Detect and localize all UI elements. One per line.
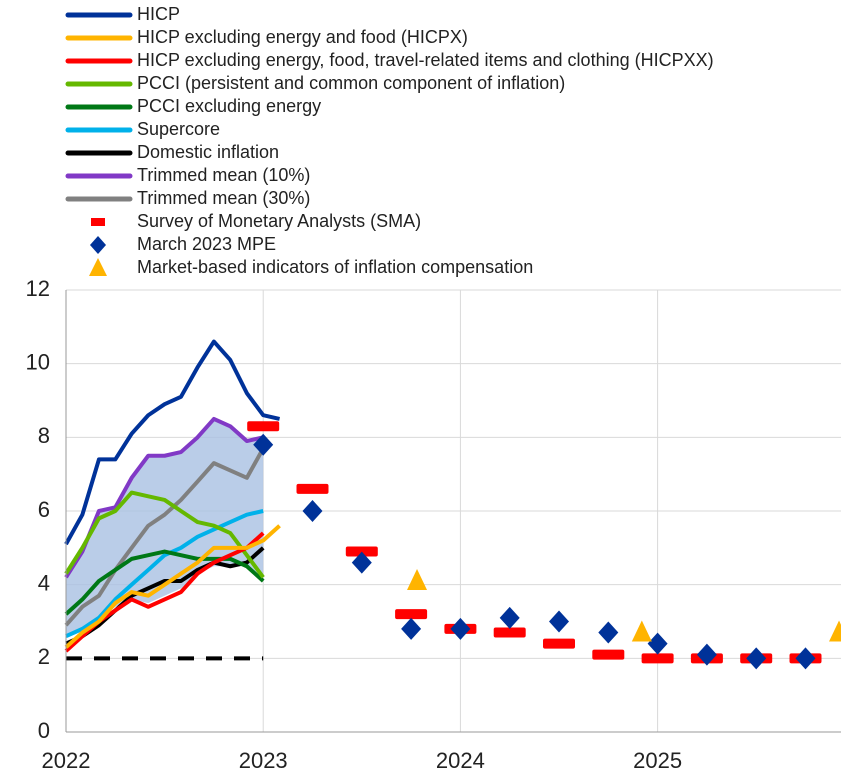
market-marker [829, 620, 841, 642]
mpe-marker [647, 632, 668, 655]
x-tick-label: 2025 [633, 748, 682, 773]
sma-marker [493, 627, 526, 638]
legend-swatch [89, 258, 107, 276]
mpe-marker [549, 610, 570, 633]
legend-label: March 2023 MPE [137, 234, 276, 254]
legend-label: Domestic inflation [137, 142, 279, 162]
legend-label: HICP [137, 4, 180, 24]
y-tick-label: 12 [26, 276, 50, 301]
sma-marker [543, 638, 576, 649]
series-line [65, 509, 264, 639]
sma-marker [592, 649, 625, 660]
y-tick-label: 8 [38, 423, 50, 448]
sma-marker [296, 483, 329, 494]
plot-area [64, 339, 841, 670]
mpe-marker [302, 500, 323, 522]
mpe-marker [598, 621, 619, 644]
y-tick-label: 2 [38, 644, 50, 669]
tick-labels: 0 2 4 6 8 10 12 2022 2023 2024 2025 [26, 276, 683, 773]
mpe-marker [696, 643, 717, 666]
mpe-marker [351, 551, 372, 574]
series-line [65, 546, 265, 646]
series-line [64, 490, 265, 579]
mpe-marker [401, 617, 422, 640]
market-marker [407, 568, 428, 590]
series-line [64, 339, 281, 546]
series-line [64, 447, 265, 627]
y-tick-label: 10 [26, 349, 50, 374]
sma-marker [641, 653, 674, 664]
legend-label: HICP excluding energy, food, travel-rela… [137, 50, 714, 70]
legend-label: PCCI (persistent and common component of… [137, 73, 565, 93]
legend-label: PCCI excluding energy [137, 96, 321, 116]
market-marker [631, 620, 652, 642]
y-tick-label: 6 [38, 497, 50, 522]
x-tick-label: 2022 [42, 748, 91, 773]
legend-label: Supercore [137, 119, 220, 139]
series-line [64, 524, 281, 649]
legend-label: Trimmed mean (30%) [137, 188, 310, 208]
legend-label: HICP excluding energy and food (HICPX) [137, 27, 468, 47]
legend-swatch [91, 218, 105, 226]
y-tick-label: 4 [38, 570, 50, 595]
mpe-marker [499, 606, 520, 629]
legend-label: Market-based indicators of inflation com… [137, 257, 533, 277]
sma-marker [395, 609, 428, 620]
x-tick-label: 2023 [239, 748, 288, 773]
legend-label: Trimmed mean (10%) [137, 165, 310, 185]
mpe-marker [746, 647, 767, 670]
sma-marker [247, 421, 280, 432]
legend-swatch [90, 236, 106, 254]
y-tick-label: 0 [38, 718, 50, 743]
mpe-marker [795, 647, 816, 670]
x-tick-label: 2024 [436, 748, 485, 773]
mpe-marker [450, 617, 471, 640]
mpe-marker [253, 433, 274, 456]
range-band [66, 418, 264, 637]
sma-marker [345, 546, 378, 557]
legend-label: Survey of Monetary Analysts (SMA) [137, 211, 421, 231]
series-line [64, 416, 264, 579]
series-line [64, 549, 265, 616]
legend: HICP HICP excluding energy and food (HICP… [65, 4, 714, 277]
